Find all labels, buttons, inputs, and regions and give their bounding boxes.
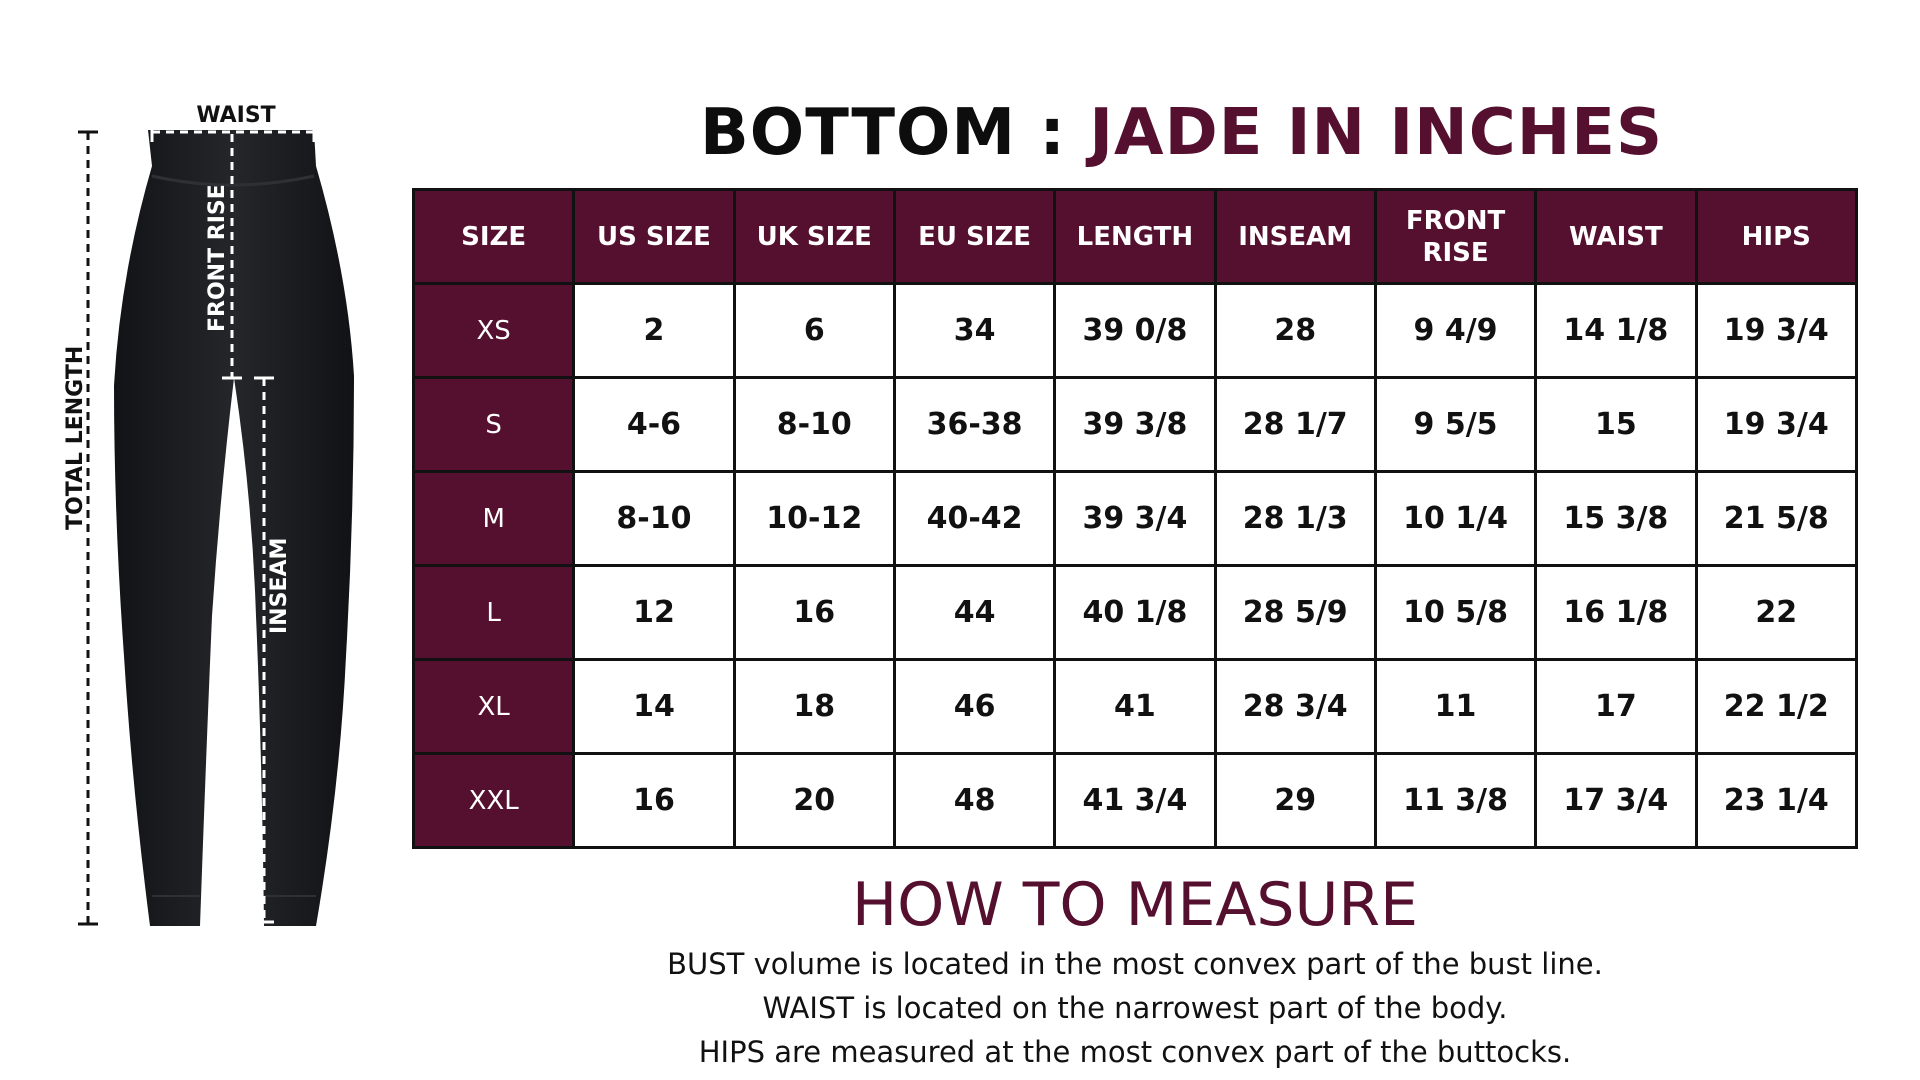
table-cell: 28 3/4 [1213, 658, 1377, 755]
table-cell: 23 1/4 [1694, 752, 1858, 849]
leggings-illustration: WAIST FRONT RISE INSEAM TOTAL LENGTH [63, 103, 354, 926]
table-cell: 39 0/8 [1053, 282, 1217, 379]
table-cell: 44 [892, 564, 1057, 661]
table-cell: 18 [732, 658, 896, 755]
table-cell: 8-10 [732, 376, 896, 473]
header-us-size: US SIZE [572, 188, 736, 285]
size-cell: L [411, 564, 576, 661]
table-cell: 21 5/8 [1694, 470, 1858, 567]
how-to-measure-heading: HOW TO MEASURE [851, 870, 1418, 940]
total-length-label: TOTAL LENGTH [63, 346, 88, 530]
size-cell: XXL [411, 752, 576, 849]
table-cell: 40 1/8 [1053, 564, 1217, 661]
inseam-measure-line [254, 376, 274, 924]
table-cell: 48 [892, 752, 1057, 849]
table-cell: 39 3/4 [1053, 470, 1217, 567]
header-inseam: INSEAM [1213, 188, 1377, 285]
table-cell: 16 [732, 564, 896, 661]
table-cell: 9 4/9 [1373, 282, 1538, 379]
table-cell: 41 [1053, 658, 1217, 755]
table-cell: 17 [1534, 658, 1698, 755]
table-row: S 4-6 8-10 36-38 39 3/8 28 1/7 9 5/5 15 … [411, 376, 1858, 473]
table-row: M 8-10 10-12 40-42 39 3/4 28 1/3 10 1/4 … [411, 470, 1858, 567]
table-row: L 12 16 44 40 1/8 28 5/9 10 5/8 16 1/8 2… [411, 564, 1858, 661]
measure-note-waist: WAIST is located on the narrowest part o… [762, 991, 1508, 1025]
table-cell: 11 [1373, 658, 1538, 755]
table-row: XXL 16 20 48 41 3/4 29 11 3/8 17 3/4 23 … [411, 752, 1858, 849]
table-cell: 17 3/4 [1534, 752, 1698, 849]
header-size: SIZE [411, 188, 576, 285]
table-cell: 9 5/5 [1373, 376, 1538, 473]
header-length: LENGTH [1053, 188, 1217, 285]
size-cell: S [411, 376, 576, 473]
table-cell: 20 [732, 752, 896, 849]
table-cell: 14 [572, 658, 736, 755]
inseam-label: INSEAM [267, 538, 292, 634]
table-cell: 10 1/4 [1373, 470, 1538, 567]
table-cell: 28 5/9 [1213, 564, 1377, 661]
measure-note-hips: HIPS are measured at the most convex par… [698, 1035, 1572, 1069]
front-rise-label: FRONT RISE [205, 184, 230, 332]
table-cell: 6 [732, 282, 896, 379]
table-cell: 16 [572, 752, 736, 849]
front-rise-measure-line [222, 134, 242, 380]
header-hips: HIPS [1694, 188, 1858, 285]
header-eu-size: EU SIZE [892, 188, 1057, 285]
table-cell: 12 [572, 564, 736, 661]
size-chart-table: SIZE US SIZE UK SIZE EU SIZE LENGTH INSE… [411, 188, 1858, 849]
size-cell: M [411, 470, 576, 567]
table-cell: 11 3/8 [1373, 752, 1538, 849]
table-cell: 14 1/8 [1534, 282, 1698, 379]
table-cell: 16 1/8 [1534, 564, 1698, 661]
table-row: XS 2 6 34 39 0/8 28 9 4/9 14 1/8 19 3/4 [411, 282, 1858, 379]
table-cell: 4-6 [572, 376, 736, 473]
table-cell: 2 [572, 282, 736, 379]
table-cell: 10-12 [732, 470, 896, 567]
table-cell: 15 3/8 [1534, 470, 1698, 567]
table-cell: 46 [892, 658, 1057, 755]
table-cell: 22 1/2 [1694, 658, 1858, 755]
table-cell: 28 [1213, 282, 1377, 379]
table-cell: 19 3/4 [1694, 282, 1858, 379]
header-uk-size: UK SIZE [732, 188, 896, 285]
table-header-row: SIZE US SIZE UK SIZE EU SIZE LENGTH INSE… [411, 188, 1858, 285]
table-cell: 15 [1534, 376, 1698, 473]
waist-measure-line [150, 122, 316, 142]
table-cell: 41 3/4 [1053, 752, 1217, 849]
table-cell: 40-42 [892, 470, 1057, 567]
waist-label: WAIST [196, 103, 275, 128]
size-cell: XS [411, 282, 576, 379]
table-row: XL 14 18 46 41 28 3/4 11 17 22 1/2 [411, 658, 1858, 755]
leggings-shape [114, 130, 354, 926]
page-title: BOTTOM : JADE IN INCHES [700, 96, 1662, 170]
table-cell: 8-10 [572, 470, 736, 567]
size-cell: XL [411, 658, 576, 755]
header-waist: WAIST [1534, 188, 1698, 285]
header-front-rise: FRONT RISE [1373, 188, 1538, 285]
table-cell: 28 1/3 [1213, 470, 1377, 567]
table-cell: 29 [1213, 752, 1377, 849]
table-cell: 36-38 [892, 376, 1057, 473]
title-prefix: BOTTOM : [700, 96, 1066, 170]
table-cell: 19 3/4 [1694, 376, 1858, 473]
table-cell: 22 [1694, 564, 1858, 661]
total-length-measure-line [78, 130, 98, 926]
table-cell: 28 1/7 [1213, 376, 1377, 473]
title-product: JADE IN INCHES [1089, 96, 1664, 170]
table-cell: 39 3/8 [1053, 376, 1217, 473]
measure-note-bust: BUST volume is located in the most conve… [667, 947, 1603, 981]
table-cell: 34 [892, 282, 1057, 379]
table-cell: 10 5/8 [1373, 564, 1538, 661]
